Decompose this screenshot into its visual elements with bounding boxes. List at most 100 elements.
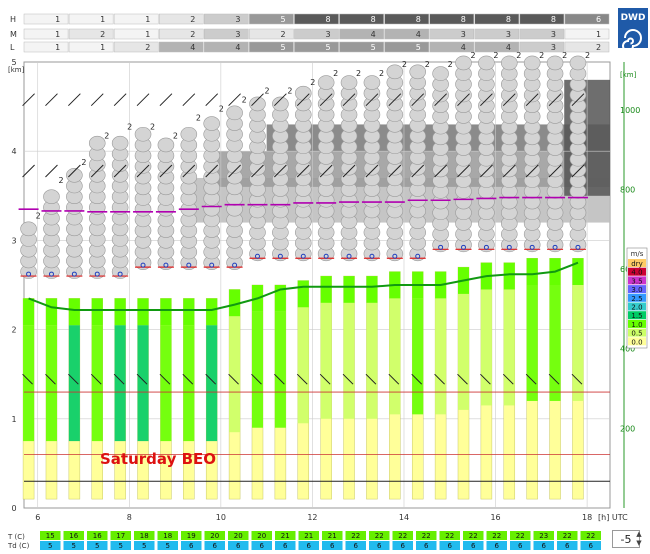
stepper-down-icon[interactable]: ▼ [636,539,642,547]
wind-barb [68,373,79,385]
stepper-up-icon[interactable]: ▲ [636,530,642,538]
stepper-arrows[interactable]: ▲ ▼ [634,530,644,548]
cloud-cell-value: 5 [371,43,376,52]
cloud-cell-value: 1 [55,43,60,52]
thermal-rate-band [274,311,286,428]
wind-barb [251,164,264,178]
dewpoint-cell [486,541,507,550]
temperature-cell [181,531,202,540]
cumulus-puff [226,105,243,121]
cumulus-puff [20,221,37,237]
cloud-cell [249,13,294,25]
temperature-cell [486,531,507,540]
cloud-cell-value: 8 [416,15,421,24]
cloud-cell [564,13,610,25]
cloud-cell-value: 2 [100,30,105,39]
cloud-cell [113,41,159,53]
cloud-cell [68,13,114,25]
wind-barb [548,164,562,178]
cloud-layer-label: 2 [58,176,63,185]
dewpoint-value: 6 [330,542,335,550]
y-right-tick-label: 200 [620,424,635,433]
wind-barb [228,164,241,178]
cloud-cell [474,41,520,53]
temperature-value: 22 [422,532,431,540]
cloud-cell-value: 4 [371,30,376,39]
temperature-value: 20 [257,532,266,540]
dewpoint-value: 6 [589,542,594,550]
cloud-cell [158,13,204,25]
offset-stepper[interactable]: -5 [612,530,640,548]
thermal-rate-band [503,289,515,406]
cloud-base-circle [71,271,77,277]
cloud-cell-value: 5 [326,43,331,52]
cloud-base-circle [48,271,54,277]
temperature-value: 20 [234,532,243,540]
thermal-rate-band [366,302,378,419]
cloud-base-circle [392,253,398,259]
cumulus-puff [432,66,449,81]
cloud-cell [384,13,429,25]
x-tick-label: 18 [582,513,592,522]
thermal-rate-band [206,325,218,442]
wind-barb [434,93,447,107]
temperature-value: 23 [539,532,548,540]
legend-label: 4.0 [631,269,642,277]
wind-barb [68,93,81,107]
dewpoint-cell [463,541,484,550]
wind-barb [571,164,585,178]
dewpoint-value: 6 [377,542,382,550]
temperature-cell [40,531,61,540]
cloud-cell [519,28,565,40]
wind-barb [548,373,560,385]
wind-barb [342,164,356,178]
x-tick-label: 14 [399,513,409,522]
thermal-rate-band [320,302,332,419]
wind-barb [182,373,194,385]
temperature-cell [510,531,531,540]
wind-barb [319,93,333,107]
y-right-tick-label: 400 [620,345,635,354]
cloud-layer-label: 2 [562,51,567,60]
cloud-cell-value: 5 [280,43,285,52]
legend-label: 1.0 [631,321,642,329]
wind-barb [411,93,425,107]
dwd-logo-text: DWD [621,13,646,23]
x-tick-label: 12 [307,513,317,522]
dewpoint-value: 6 [260,542,265,550]
wind-barb [22,93,35,107]
wind-barb [274,373,285,385]
wind-barb [113,93,127,107]
wind-barb [159,164,173,178]
cloud-cell-value: 3 [235,30,240,39]
dewpoint-cell [439,541,460,550]
y-left-tick-label: 1 [11,415,16,424]
cloud-cell [23,13,69,25]
cloud-base-circle [415,253,421,259]
wind-barb [502,164,516,178]
cloud-cell-value: 4 [190,43,195,52]
cloud-layer-label: 2 [448,60,453,69]
wind-barb [228,373,239,385]
dewpoint-cell [416,541,437,550]
cloud-cell [429,28,475,40]
temperature-cell [134,531,155,540]
dewpoint-value: 6 [565,542,570,550]
thermal-rate-band [23,325,35,442]
cloud-cell [23,28,69,40]
cloud-layer-label: 2 [264,87,269,96]
y-left-unit: [km] [8,66,25,74]
wind-barb [525,93,539,107]
cloud-cell [564,28,610,40]
dewpoint-value: 5 [95,542,99,550]
cloud-layer-label: 2 [493,51,498,60]
wind-barb [159,373,171,385]
cloud-base-circle [575,244,581,250]
cloud-base-circle [186,262,192,268]
thermal-top-band [229,289,241,317]
dewpoint-cell [157,541,178,550]
cumulus-puff [203,116,221,131]
temperature-cell [369,531,390,540]
cloud-layer-label: 2 [333,69,338,78]
thermal-top-band [274,285,286,312]
